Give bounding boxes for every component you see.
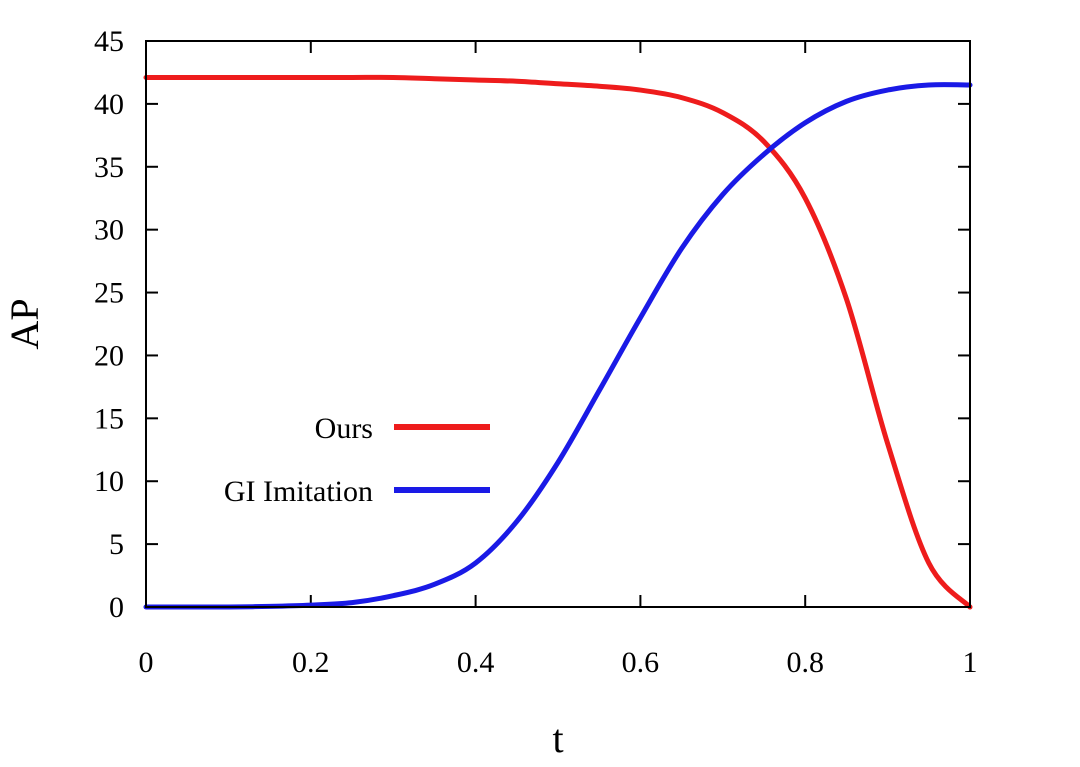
y-tick-label: 35 [94,151,124,184]
y-tick-label: 20 [94,339,124,372]
y-tick-label: 45 [94,25,124,58]
series-line-0 [143,74,973,610]
x-tick-label: 0.2 [292,646,330,679]
legend-label: Ours [315,412,373,445]
x-tick-label: 1 [963,646,978,679]
legend-label: GI Imitation [224,475,373,508]
y-tick-label: 5 [109,528,124,561]
legend: Ours GI Imitation [224,412,490,508]
series-line-1 [143,82,973,610]
plot-frame [145,40,971,608]
x-tick-label: 0.8 [786,646,824,679]
x-tick-label: 0.4 [457,646,495,679]
x-tick-label: 0 [139,646,154,679]
y-tick-label: 10 [94,465,124,498]
y-tick-label: 15 [94,402,124,435]
x-axis-label: t [552,716,563,761]
series-layer [143,74,973,610]
y-tick-label: 40 [94,88,124,121]
y-axis-label: AP [2,298,47,349]
y-tick-label: 25 [94,277,124,310]
y-tick-label: 0 [109,591,124,624]
y-tick-label: 30 [94,214,124,247]
x-tick-label: 0.6 [622,646,660,679]
